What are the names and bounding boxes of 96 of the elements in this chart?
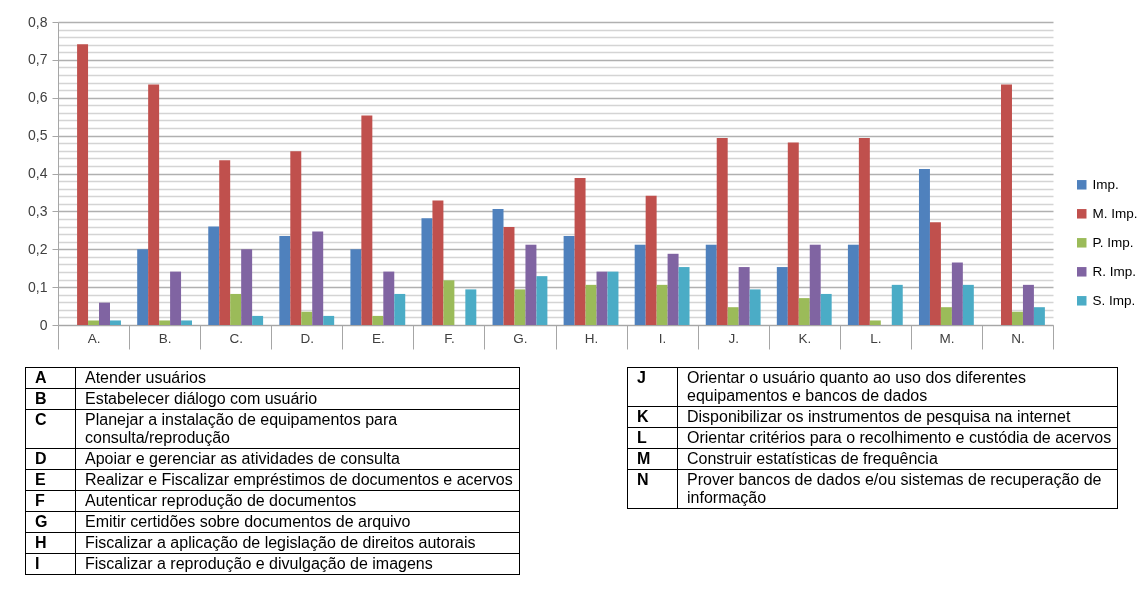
- bar: [383, 271, 395, 325]
- bar: [465, 289, 477, 325]
- bar: [705, 244, 717, 325]
- y-tick-label: 0,1: [28, 278, 48, 295]
- x-tick-label: C.: [229, 330, 243, 346]
- legend-label: R. Imp.: [1092, 263, 1137, 279]
- x-tick-label: H.: [584, 330, 599, 346]
- bar: [503, 226, 515, 325]
- bar: [170, 271, 182, 325]
- bar: [312, 231, 324, 325]
- legend-label: P. Imp.: [1092, 234, 1134, 250]
- x-tick-label: I.: [658, 330, 667, 346]
- bar: [443, 280, 455, 325]
- bar: [279, 235, 291, 325]
- y-tick-label: 0,7: [28, 51, 48, 68]
- bar: [350, 249, 362, 325]
- bar: [1033, 307, 1045, 325]
- bar: [208, 226, 220, 325]
- x-tick-label: J.: [728, 330, 739, 346]
- y-tick-label: 0,3: [28, 202, 48, 219]
- bar: [716, 137, 728, 325]
- x-tick-label: E.: [371, 330, 385, 346]
- bar: [301, 311, 313, 325]
- bar: [940, 307, 952, 325]
- bar: [1011, 311, 1023, 325]
- x-tick-label: D.: [300, 330, 314, 346]
- bar: [563, 235, 575, 325]
- key-table: J Orientar o usuário quanto ao uso dos diferentes equipamentos e bancos de dados K Disponibilizar os instrumentos de pesquisa na internet L Orientar critérios para o recolhimento e custódia de acervos M Construir estatísticas de frequência N Prover bancos de dados e/ou sistemas de recuperação de informação: [627, 367, 1118, 509]
- bar: [929, 222, 941, 325]
- y-tick-label: 0,6: [28, 89, 48, 106]
- bar: [585, 284, 597, 325]
- bar: [99, 302, 110, 325]
- bar: [137, 249, 149, 325]
- x-tick-label: M.: [939, 330, 955, 346]
- x-tick-label: G.: [513, 330, 528, 346]
- bar: [372, 315, 384, 325]
- bar: [109, 320, 121, 325]
- bar: [847, 244, 859, 325]
- bar: [776, 267, 788, 325]
- bar: [241, 249, 253, 325]
- bar: [77, 44, 89, 325]
- bar: [634, 244, 646, 325]
- bar: [230, 293, 242, 325]
- bar: [645, 195, 657, 325]
- x-tick-label: L.: [870, 330, 882, 346]
- bar: [252, 315, 264, 325]
- bar: [798, 298, 810, 325]
- x-tick-label: K.: [798, 330, 812, 346]
- bar: [536, 276, 548, 325]
- bar: [727, 307, 739, 325]
- bar: [607, 271, 619, 325]
- y-tick-label: 0,4: [28, 165, 48, 181]
- y-tick-label: 0: [39, 316, 48, 333]
- bar: [421, 218, 433, 325]
- bar: [148, 84, 160, 325]
- bar: [574, 178, 586, 325]
- bar: [918, 168, 930, 325]
- bar: [88, 320, 100, 325]
- bar: [678, 267, 690, 325]
- bar: [738, 267, 750, 325]
- bar: [820, 293, 832, 325]
- y-tick-label: 0,5: [28, 127, 48, 144]
- legend-label: S. Imp.: [1092, 292, 1136, 308]
- x-tick-label: F.: [444, 330, 455, 346]
- bar: [858, 137, 870, 325]
- bar: [159, 320, 171, 325]
- y-tick-label: 0,8: [28, 13, 48, 30]
- bar: [361, 115, 373, 325]
- x-tick-label: A.: [87, 330, 101, 346]
- bar: [656, 284, 668, 325]
- bar: [290, 151, 302, 325]
- bar: [951, 262, 963, 325]
- bar: [1001, 84, 1012, 325]
- bar: [1022, 284, 1034, 325]
- bar: [514, 289, 526, 325]
- bar: [787, 142, 799, 325]
- bar: [596, 271, 608, 325]
- bar: [667, 253, 679, 325]
- bar: [891, 284, 903, 325]
- bar: [219, 160, 231, 325]
- bar: [869, 320, 881, 325]
- y-tick-label: 0,2: [28, 240, 48, 257]
- bar: [394, 293, 406, 325]
- bar: [749, 289, 761, 325]
- bar: [323, 315, 335, 325]
- bar: [809, 244, 821, 325]
- legend-label: M. Imp.: [1092, 205, 1138, 221]
- x-tick-label: B.: [158, 330, 172, 346]
- bar: [962, 284, 974, 325]
- bar: [492, 209, 504, 325]
- x-tick-label: N.: [1011, 330, 1025, 346]
- key-table: A Atender usuários B Estabelecer diálogo com usuário C Planejar a instalação de equipamentos para consulta/reprodução D Apoiar e gerenciar as atividades de consulta E Realizar e Fiscalizar empréstimos de documentos e acervos F Autenticar reprodução de documentos G Emitir certidões sobre documentos de arquivo H Fiscalizar a aplicação de legislação de direitos autorais I Fiscalizar a reprodução e divulgação de imagens: [25, 367, 520, 575]
- legend-label: Imp.: [1092, 176, 1119, 192]
- bar: [432, 200, 444, 325]
- bar: [525, 244, 537, 325]
- bar: [181, 320, 193, 325]
